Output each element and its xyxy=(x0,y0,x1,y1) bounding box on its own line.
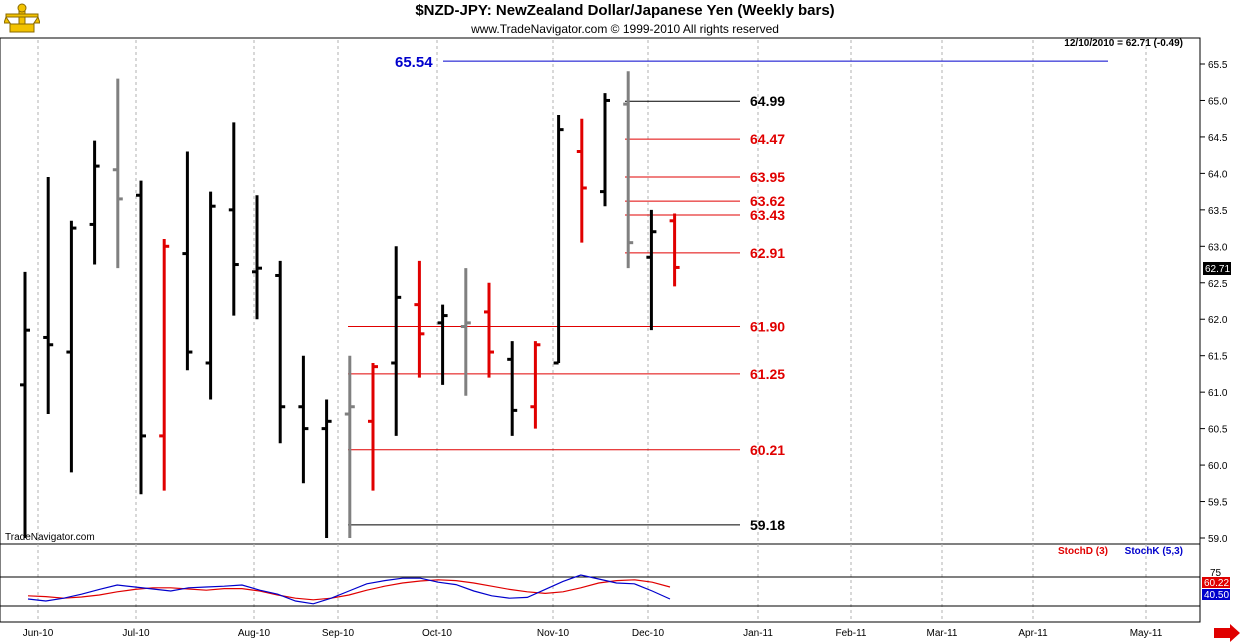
date-axis: Jun-10 Jul-10 Aug-10 Sep-10 Oct-10 Nov-10 Dec-… xyxy=(23,628,1163,639)
level-label: 64.47 xyxy=(750,131,785,147)
level-label: 64.99 xyxy=(750,93,785,109)
stochd-value-marker xyxy=(1202,577,1230,588)
stochk-value: 40.50 xyxy=(1204,590,1229,601)
price-axis: 59.0 59.5 60.0 60.5 61.0 61.5 62.0 62.5 63.0 63.5… xyxy=(1200,60,1228,545)
level-label: 63.43 xyxy=(750,207,785,223)
y-tick-label: 62.5 xyxy=(1208,279,1228,290)
stochd-line xyxy=(27,579,671,601)
x-tick-label: Jun-10 xyxy=(23,628,54,639)
stoch-level-label: 75 xyxy=(1210,568,1222,579)
y-tick-label: 63.5 xyxy=(1208,206,1228,217)
y-tick-label: 64.0 xyxy=(1208,169,1228,180)
y-tick-label: 65.5 xyxy=(1208,60,1228,71)
x-tick-label: Oct-10 xyxy=(422,628,452,639)
x-tick-label: Apr-11 xyxy=(1018,628,1048,639)
watermark-text: TradeNavigator.com xyxy=(5,532,95,543)
level-label: 63.95 xyxy=(750,169,785,185)
level-label: 63.62 xyxy=(750,193,785,209)
y-tick-label: 62.0 xyxy=(1208,315,1228,326)
x-tick-label: Dec-10 xyxy=(632,628,665,639)
chart-header: $NZD-JPY: NewZealand Dollar/Japanese Yen… xyxy=(0,0,1250,38)
ohlc-bars xyxy=(20,71,680,538)
x-tick-label: Jan-11 xyxy=(743,628,773,639)
last-price-marker xyxy=(1203,262,1231,275)
level-label: 60.21 xyxy=(750,442,785,458)
y-tick-label: 60.5 xyxy=(1208,425,1228,436)
level-label: 61.25 xyxy=(750,366,785,382)
y-tick-label: 61.0 xyxy=(1208,388,1228,399)
stochk-legend: StochK (5,3) xyxy=(1125,546,1183,557)
x-tick-label: May-11 xyxy=(1130,628,1163,639)
y-tick-label: 59.0 xyxy=(1208,534,1228,545)
y-tick-label: 65.0 xyxy=(1208,96,1228,107)
y-tick-label: 60.0 xyxy=(1208,461,1228,472)
y-tick-label: 61.5 xyxy=(1208,352,1228,363)
level-label: 61.90 xyxy=(750,319,785,335)
last-price-label: 62.71 xyxy=(1205,264,1230,275)
x-tick-label: Sep-10 xyxy=(322,628,355,639)
grid-lines xyxy=(37,40,1147,622)
level-label: 59.18 xyxy=(750,517,785,533)
last-info-text: 12/10/2010 = 62.71 (-0.49) xyxy=(1064,38,1183,49)
stochk-line xyxy=(27,574,671,605)
y-tick-label: 59.5 xyxy=(1208,498,1228,509)
y-tick-label: 64.5 xyxy=(1208,133,1228,144)
copyright-text: www.TradeNavigator.com © 1999-2010 All r… xyxy=(471,22,779,36)
y-tick-label: 63.0 xyxy=(1208,242,1228,253)
level-label: 65.54 xyxy=(395,54,433,71)
level-label: 62.91 xyxy=(750,245,785,261)
x-tick-label: Mar-11 xyxy=(927,628,958,639)
price-panel-frame xyxy=(0,37,1201,545)
x-tick-label: Aug-10 xyxy=(238,628,271,639)
x-tick-label: Feb-11 xyxy=(836,628,867,639)
x-tick-label: Jul-10 xyxy=(122,628,150,639)
stochd-value: 60.22 xyxy=(1204,578,1229,589)
trade-navigator-logo-icon xyxy=(4,3,40,33)
stochd-legend: StochD (3) xyxy=(1058,546,1108,557)
stochk-value-marker xyxy=(1202,589,1230,600)
stochastic-lines xyxy=(0,574,1200,607)
scroll-right-arrow-icon[interactable] xyxy=(1214,624,1240,642)
x-tick-label: Nov-10 xyxy=(537,628,570,639)
chart-title: $NZD-JPY: NewZealand Dollar/Japanese Yen… xyxy=(415,2,835,19)
